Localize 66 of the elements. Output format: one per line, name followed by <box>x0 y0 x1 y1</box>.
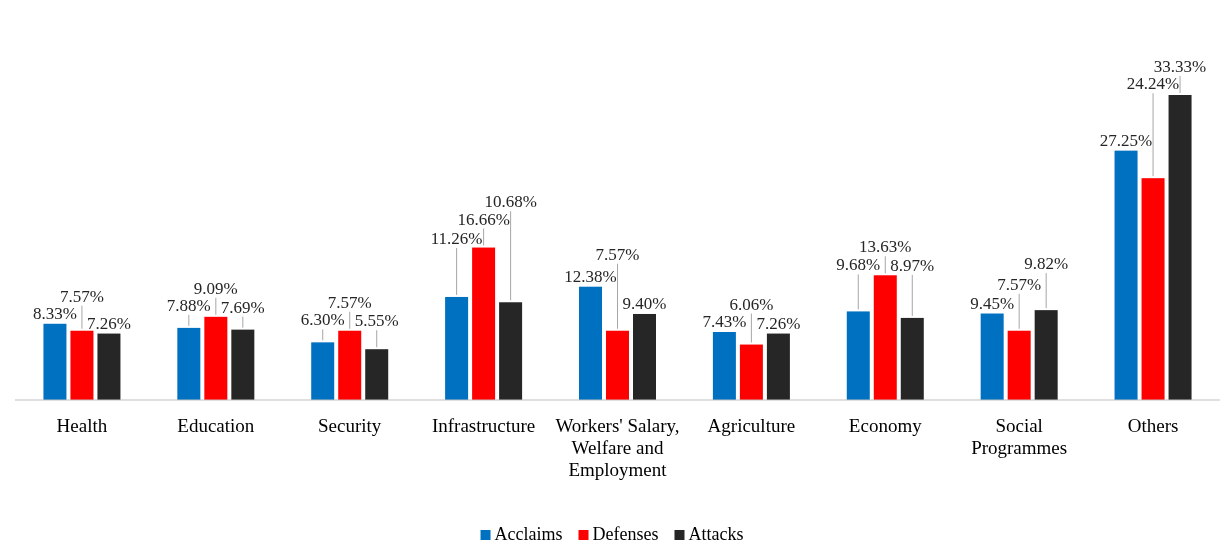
bar <box>1034 310 1058 400</box>
data-label: 8.33% <box>32 303 77 323</box>
bar <box>97 333 121 400</box>
bar <box>499 302 523 400</box>
bar <box>873 275 897 400</box>
data-label: 7.43% <box>702 312 747 332</box>
data-label: 7.69% <box>220 297 265 317</box>
bar <box>43 323 67 400</box>
x-tick-label: Agriculture <box>707 415 796 436</box>
data-label: 8.97% <box>890 255 935 275</box>
x-tick-label: Security <box>318 415 382 436</box>
bar <box>712 332 736 400</box>
data-label: 6.06% <box>729 294 774 314</box>
data-label: 13.63% <box>859 237 912 257</box>
bar <box>1114 150 1138 400</box>
bar <box>231 329 255 400</box>
bar <box>846 311 870 400</box>
bar <box>739 344 763 400</box>
bar <box>633 313 656 400</box>
bar <box>1007 330 1031 400</box>
data-label: 9.40% <box>622 293 667 313</box>
data-label: 9.82% <box>1024 254 1069 274</box>
bar <box>980 313 1004 400</box>
data-label: 7.26% <box>86 313 131 333</box>
data-label: 11.26% <box>430 228 483 248</box>
data-label: 9.09% <box>193 278 238 298</box>
bar <box>177 327 201 400</box>
data-label: 9.68% <box>836 255 881 275</box>
data-label: 7.57% <box>327 292 372 312</box>
data-label: 12.38% <box>564 266 617 286</box>
bar <box>445 296 469 400</box>
bar <box>579 286 602 400</box>
data-label: 7.57% <box>595 244 640 264</box>
bar <box>338 330 362 400</box>
data-label: 7.57% <box>59 286 104 306</box>
bar <box>311 342 335 400</box>
x-tick-label: Infrastructure <box>431 415 536 436</box>
x-tick-label: Education <box>177 415 255 436</box>
data-label: 33.33% <box>1153 57 1207 76</box>
data-label: 27.25% <box>1099 130 1153 150</box>
legend-label: Acclaims <box>494 524 563 544</box>
x-tick-label: Workers' Salary, Welfare and Employment <box>555 415 680 480</box>
x-tick-label: Economy <box>848 415 923 436</box>
bar <box>70 330 94 400</box>
x-tick-label: Others <box>1127 415 1179 436</box>
data-label: 24.24% <box>1126 74 1180 94</box>
bar <box>900 317 924 400</box>
data-label: 7.88% <box>166 295 211 315</box>
bar <box>1168 95 1192 400</box>
data-label: 7.57% <box>997 274 1042 294</box>
bar <box>365 349 389 400</box>
bar <box>1141 178 1165 400</box>
data-label: 6.30% <box>300 310 345 330</box>
legend-label: Attacks <box>688 524 744 544</box>
data-label: 9.45% <box>970 293 1015 313</box>
legend-label: Defenses <box>592 524 659 544</box>
bar <box>606 330 629 400</box>
data-label: 5.55% <box>354 311 399 331</box>
x-tick-label: Health <box>56 415 108 436</box>
bar <box>204 316 228 400</box>
bar <box>766 333 790 400</box>
data-label: 16.66% <box>457 209 510 229</box>
data-label: 7.26% <box>756 313 801 333</box>
data-label: 10.68% <box>484 192 537 212</box>
bar <box>472 247 496 400</box>
x-tick-label: Social Programmes <box>971 415 1068 458</box>
